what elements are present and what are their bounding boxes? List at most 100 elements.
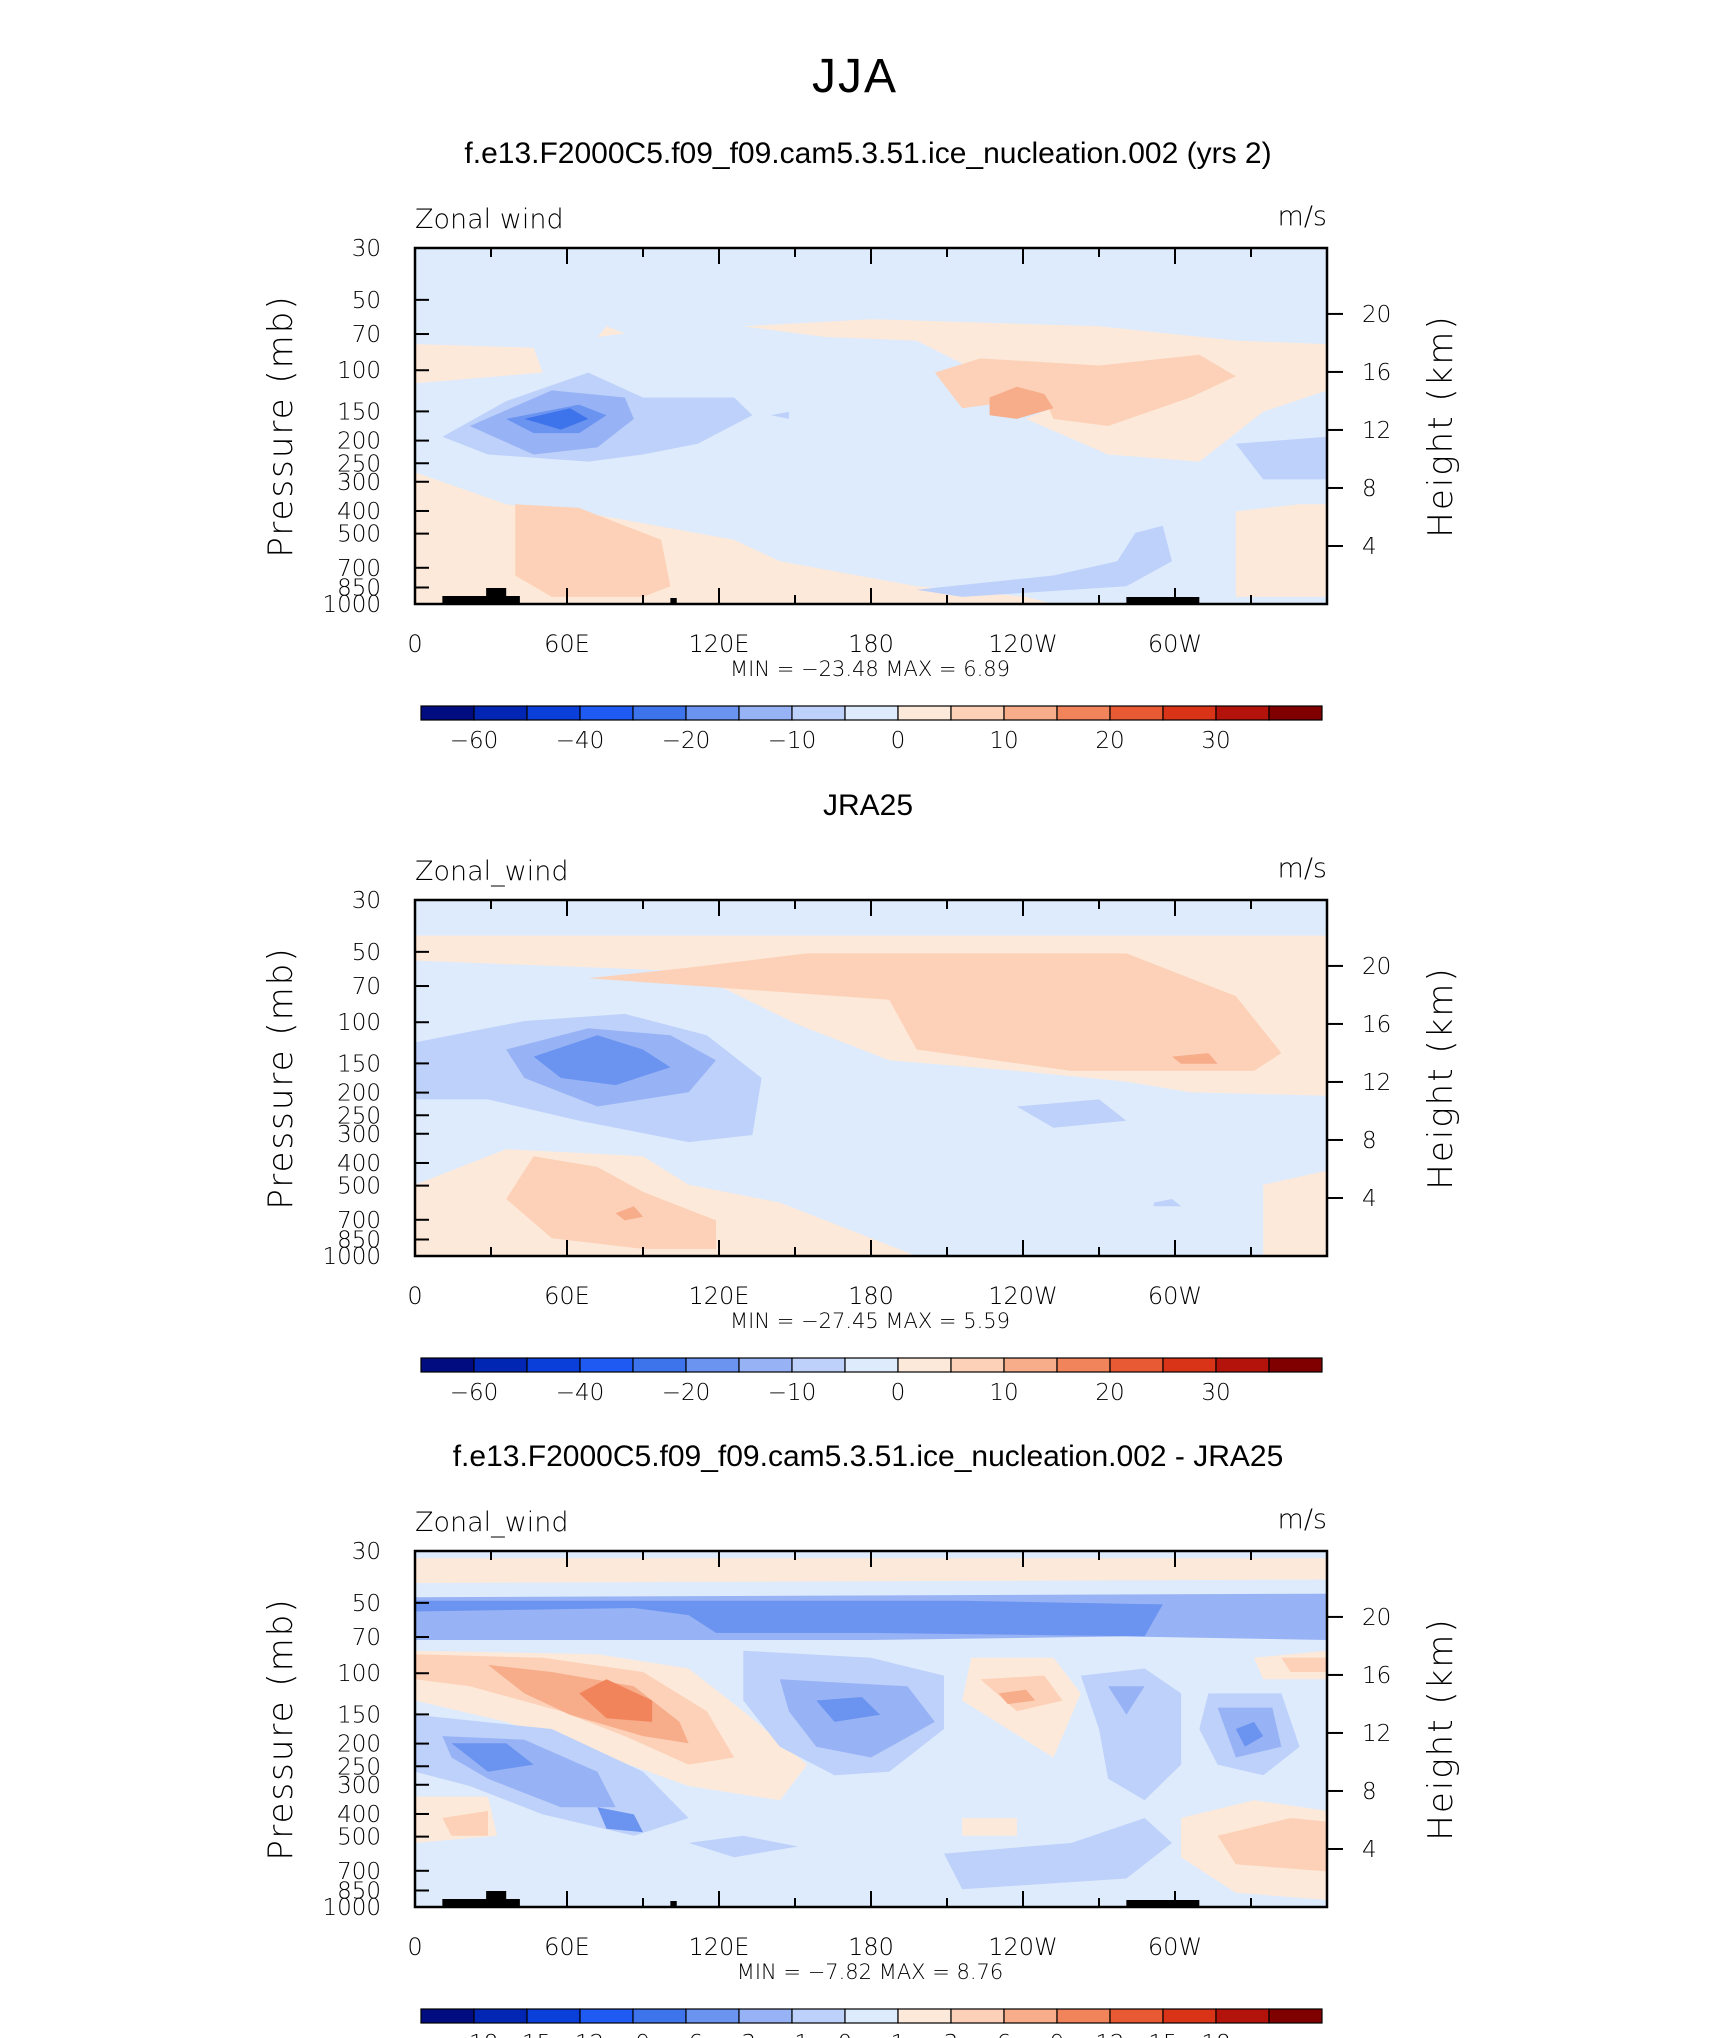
colorbar-label: −12 <box>556 2031 605 2038</box>
y-tick-label: 850 <box>337 1879 381 1905</box>
units-label: m/s <box>1278 1504 1327 1535</box>
panels: f.e13.F2000C5.f09_f09.cam5.3.51.ice_nucl… <box>261 137 1461 2038</box>
y-tick-label: 100 <box>337 1010 381 1036</box>
colorbar-swatch <box>526 2008 581 2024</box>
x-tick-label: 60E <box>544 1933 590 1961</box>
colorbar-swatch <box>1215 705 1270 721</box>
colorbar-label: −40 <box>556 728 605 754</box>
contour-region <box>415 344 543 384</box>
colorbar-label: 0 <box>891 1380 906 1406</box>
contour-region <box>597 1807 643 1833</box>
right-axis-label: Height (km) <box>1421 966 1461 1189</box>
x-tick-label: 0 <box>407 630 422 658</box>
colorbar-label: 10 <box>989 1380 1018 1406</box>
x-tick-label: 180 <box>848 1933 894 1961</box>
contour-field <box>415 1551 1327 1907</box>
colorbar-swatch <box>420 705 475 721</box>
x-tick-label: 120W <box>988 630 1058 658</box>
colorbar-swatch <box>791 2008 846 2024</box>
x-tick-label: 0 <box>407 1282 422 1310</box>
contour-region <box>506 1156 716 1249</box>
orography-mask <box>486 588 507 604</box>
contour-region <box>451 1743 534 1772</box>
colorbar-swatch <box>1162 1357 1217 1373</box>
contour-region <box>1281 1657 1327 1672</box>
contour-region <box>515 504 671 597</box>
x-tick-label: 60W <box>1148 1933 1202 1961</box>
colorbar-swatch <box>844 1357 899 1373</box>
contour-region <box>989 386 1054 419</box>
y-tick-label: 250 <box>337 1754 381 1780</box>
colorbar-label: 30 <box>1201 728 1230 754</box>
y-axis-label: Pressure (mb) <box>261 946 301 1209</box>
colorbar-label: −6 <box>669 2031 703 2038</box>
colorbar-swatch <box>1056 1357 1111 1373</box>
min-max-text: MIN = −7.82 MAX = 8.76 <box>737 1960 1004 1984</box>
right-axis-label: Height (km) <box>1421 1617 1461 1840</box>
colorbar-label: 0 <box>838 2031 853 2038</box>
x-tick-label: 60E <box>544 630 590 658</box>
contour-region <box>533 1035 671 1086</box>
colorbar-swatch <box>420 1357 475 1373</box>
orography-mask <box>442 1899 520 1907</box>
y-axis-label: Pressure (mb) <box>261 294 301 557</box>
right-axis-label: Height (km) <box>1421 314 1461 537</box>
colorbar-swatch <box>791 1357 846 1373</box>
min-max-text: MIN = −27.45 MAX = 5.59 <box>730 1309 1010 1333</box>
y-tick-label: 300 <box>337 1122 381 1148</box>
contour-region <box>944 1818 1172 1890</box>
colorbar-swatch <box>685 1357 740 1373</box>
colorbar-swatch <box>738 705 793 721</box>
x-tick-label: 0 <box>407 1933 422 1961</box>
colorbar-swatch <box>1215 2008 1270 2024</box>
x-tick-label: 120W <box>988 1282 1058 1310</box>
colorbar-swatch <box>579 2008 634 2024</box>
colorbar-swatch <box>685 705 740 721</box>
x-tick-label: 60E <box>544 1282 590 1310</box>
panel-3: f.e13.F2000C5.f09_f09.cam5.3.51.ice_nucl… <box>261 1440 1461 2038</box>
colorbar-label: −20 <box>662 1380 711 1406</box>
colorbar-swatch <box>632 1357 687 1373</box>
y-tick-label: 500 <box>337 522 381 548</box>
contour-region <box>998 1689 1036 1705</box>
colorbar-swatch <box>632 705 687 721</box>
y-tick-label: 1000 <box>322 1895 381 1921</box>
colorbar: −60 −40 −20 −10 0 10 20 30 <box>420 705 1323 754</box>
y-tick-label: 70 <box>352 1625 381 1651</box>
colorbar-label: 1 <box>891 2031 906 2038</box>
colorbar-label: 9 <box>1050 2031 1065 2038</box>
contour-region <box>1263 1170 1327 1256</box>
colorbar-swatch <box>579 1357 634 1373</box>
colorbar-label: 6 <box>997 2031 1012 2038</box>
contour-region <box>770 411 789 419</box>
y-tick-label: 500 <box>337 1174 381 1200</box>
colorbar-swatch <box>526 1357 581 1373</box>
height-tick-label: 8 <box>1362 1128 1377 1154</box>
height-tick-label: 8 <box>1362 476 1377 502</box>
colorbar-swatch <box>473 2008 528 2024</box>
y-tick-label: 400 <box>337 1151 381 1177</box>
x-tick-label: 60W <box>1148 1282 1202 1310</box>
colorbar-swatch <box>1215 1357 1270 1373</box>
colorbar-swatch <box>1003 2008 1058 2024</box>
y-tick-label: 150 <box>337 1051 381 1077</box>
y-tick-label: 400 <box>337 499 381 525</box>
colorbar-swatch <box>897 1357 952 1373</box>
y-tick-label: 850 <box>337 1228 381 1254</box>
y-tick-label: 700 <box>337 1859 381 1885</box>
panel-title: f.e13.F2000C5.f09_f09.cam5.3.51.ice_nucl… <box>464 137 1271 170</box>
contour-field <box>415 900 1327 1256</box>
y-tick-label: 50 <box>352 940 381 966</box>
height-tick-label: 4 <box>1362 534 1377 560</box>
colorbar-swatch <box>950 705 1005 721</box>
contour-region <box>934 354 1236 426</box>
y-tick-label: 30 <box>352 888 381 914</box>
colorbar-swatch <box>950 1357 1005 1373</box>
height-tick-label: 4 <box>1362 1186 1377 1212</box>
y-tick-label: 300 <box>337 1773 381 1799</box>
x-tick-label: 60W <box>1148 630 1202 658</box>
y-tick-label: 100 <box>337 358 381 384</box>
colorbar: −18 −15 −12 −9 −6 −3 −1 0 1 3 6 9 12 15 18 <box>420 2008 1323 2038</box>
contour-region <box>1172 1053 1218 1064</box>
colorbar-swatch <box>632 2008 687 2024</box>
